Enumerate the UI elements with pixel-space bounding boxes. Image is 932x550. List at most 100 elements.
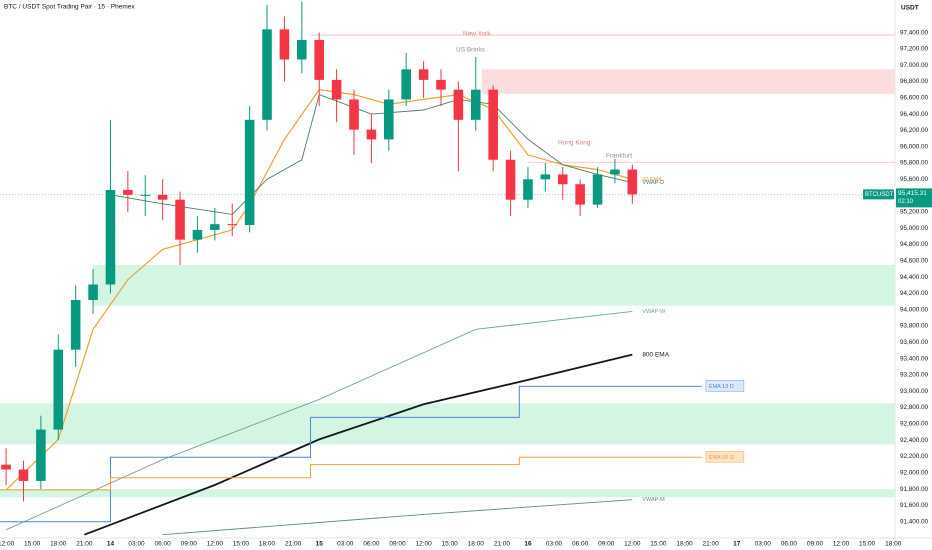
symbol-tag: BTCUSDT (865, 192, 894, 198)
candle-body (262, 29, 272, 120)
price-tag: 95,415.31 (898, 190, 927, 197)
zone (481, 69, 895, 94)
line-label: VWAP-M (642, 497, 665, 503)
x-tick-label: 15 (316, 541, 324, 548)
y-tick-label: 94,200.00 (900, 290, 929, 297)
line-label: EMA 13 D (709, 384, 734, 390)
countdown: 02:10 (898, 199, 914, 205)
chart-title: BTC / USDT Spot Trading Pair · 15 · Phem… (4, 4, 135, 11)
x-tick-label: 09:00 (807, 541, 824, 548)
currency-label: USDT (901, 5, 919, 12)
x-tick-label: 21:00 (285, 541, 302, 548)
line-label: 800 EMA (642, 351, 669, 358)
x-tick-label: 09:00 (389, 541, 406, 548)
x-tick-label: 15:00 (650, 541, 667, 548)
candle-body (123, 189, 133, 195)
x-tick-label: 09:00 (598, 541, 615, 548)
x-tick-label: 21:00 (494, 541, 511, 548)
candle-body (523, 179, 533, 200)
symbol-tag-bg (863, 189, 894, 200)
y-tick-label: 92,000.00 (900, 469, 929, 476)
y-tick-label: 95,000.00 (900, 225, 929, 232)
x-tick-label: 03:00 (755, 541, 772, 548)
y-tick-label: 95,200.00 (900, 209, 929, 216)
candle-body (18, 469, 29, 481)
x-tick-label: 15:00 (442, 541, 459, 548)
zone (0, 403, 895, 445)
x-tick-label: 03:00 (128, 541, 145, 548)
y-tick-label: 97,200.00 (900, 46, 929, 53)
indicator-line (84, 353, 633, 536)
candle-body (88, 284, 98, 300)
price-tag-bg (896, 188, 932, 208)
x-tick-label: 17 (733, 541, 741, 548)
candle-body (627, 169, 638, 195)
candle-body (349, 99, 359, 130)
candle-body (192, 229, 203, 240)
y-tick-label: 94,600.00 (900, 258, 929, 265)
indicator-line (162, 499, 633, 536)
x-tick-label: 06:00 (781, 541, 798, 548)
candle-body (436, 79, 446, 90)
y-tick-label: 95,600.00 (900, 176, 929, 183)
candle-body (453, 89, 464, 120)
candle-body (227, 224, 238, 226)
candle-body (557, 174, 568, 185)
candle-body (610, 169, 620, 175)
line-label: EMA 50 D (709, 455, 734, 461)
x-tick-label: 03:00 (546, 541, 563, 548)
x-tick-label: 15:00 (859, 541, 876, 548)
x-tick-label: 15:00 (24, 541, 41, 548)
x-tick-label: 14 (107, 541, 115, 548)
candle-body (105, 189, 116, 285)
candle-body (418, 69, 429, 80)
line-label-box (705, 451, 745, 463)
x-tick-label: 06:00 (155, 541, 172, 548)
candle-body (384, 99, 394, 140)
x-tick-label: 18:00 (259, 541, 276, 548)
y-tick-label: 96,200.00 (900, 127, 929, 134)
x-tick-label: 12:00 (833, 541, 850, 548)
y-tick-label: 93,600.00 (900, 339, 929, 346)
y-tick-label: 94,800.00 (900, 241, 929, 248)
x-tick-label: 09:00 (181, 541, 198, 548)
x-tick-label: 21:00 (76, 541, 93, 548)
line-label: VWAP-W (642, 309, 666, 315)
x-tick-label: 16 (524, 541, 532, 548)
y-tick-label: 93,800.00 (900, 323, 929, 330)
x-tick-label: 18:00 (885, 541, 902, 548)
y-tick-label: 94,400.00 (900, 274, 929, 281)
y-tick-label: 95,800.00 (900, 160, 929, 167)
candle-body (297, 39, 307, 60)
x-tick-label: 18:00 (50, 541, 67, 548)
line-label: 50 EMA (642, 177, 662, 183)
x-tick-label: 03:00 (337, 541, 354, 548)
x-tick-label: 12:00 (624, 541, 641, 548)
y-tick-label: 91,400.00 (900, 518, 929, 525)
candle-body (331, 79, 342, 100)
candle-body (53, 349, 64, 430)
y-tick-label: 96,000.00 (900, 143, 929, 150)
y-tick-label: 97,000.00 (900, 62, 929, 69)
y-tick-label: 92,800.00 (900, 404, 929, 411)
candle-body (470, 89, 481, 120)
y-tick-label: 93,000.00 (900, 388, 929, 395)
candle-body (1, 464, 11, 470)
y-tick-label: 93,400.00 (900, 355, 929, 362)
candle-body (70, 299, 81, 350)
session-label: US Brinks (456, 47, 486, 54)
x-tick-label: 06:00 (572, 541, 589, 548)
y-tick-label: 91,800.00 (900, 486, 929, 493)
x-tick-label: 18:00 (468, 541, 485, 548)
session-label: Hong Kong (558, 140, 591, 147)
x-tick-label: 06:00 (363, 541, 380, 548)
plot-area (0, 1, 895, 536)
session-label: New York (463, 31, 491, 38)
x-tick-label: 21:00 (702, 541, 719, 548)
y-tick-label: 97,400.00 (900, 29, 929, 36)
candle-body (401, 69, 411, 100)
x-tick-label: 18:00 (676, 541, 693, 548)
candle-body (157, 194, 168, 200)
indicator-line (0, 385, 702, 523)
